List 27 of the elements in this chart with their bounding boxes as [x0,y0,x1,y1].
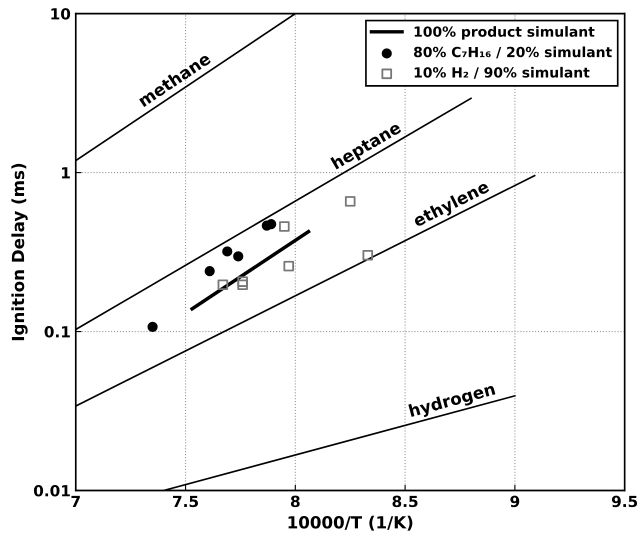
x-tick-label: 9 [510,496,520,508]
point [222,246,232,257]
point [362,250,374,261]
y-tick-label: 10 [51,8,70,20]
y-tick-label: 0.01 [34,484,70,497]
point [237,279,248,290]
x-tick-label: 8.5 [392,496,418,508]
point [218,279,228,290]
x-tick-label: 7.5 [173,496,198,508]
point [204,266,215,276]
point [344,196,356,207]
y-tick-label: 0.1 [44,326,70,338]
x-tick-label: 9.5 [612,496,638,508]
point [283,260,294,272]
point [237,276,248,287]
x-tick-label: 8 [290,496,300,508]
x-axis-title: 10000/T (1/K) [288,516,412,531]
point [279,221,290,232]
y-axis-title: Ignition Delay (ms) [11,164,28,340]
legend-label: 10% H₂ / 90% simulant [414,66,590,79]
legend-label: 100% product simulant [414,26,594,40]
point [266,219,276,230]
x-tick-label: 7 [71,496,80,507]
point [233,251,244,262]
legend-label: 80% C₇H₁₆ / 20% simulant [414,46,612,58]
point [148,322,158,332]
y-tick-label: 1 [62,167,70,178]
